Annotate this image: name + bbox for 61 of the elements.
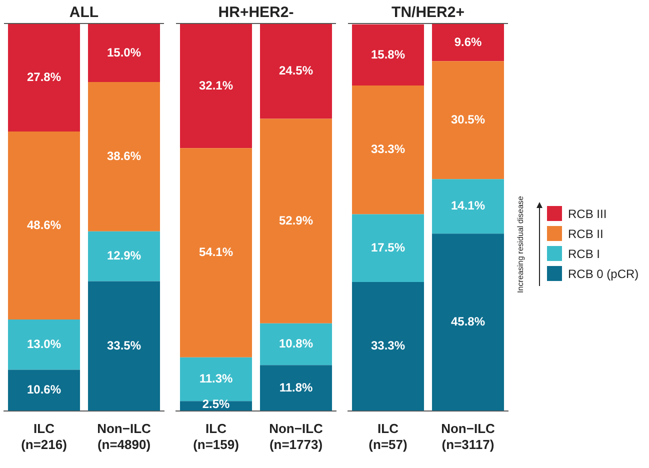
bar — [88, 231, 160, 282]
x-tick-label: ILC (n=216) — [21, 421, 67, 452]
bar — [180, 24, 252, 148]
data-label: 52.9% — [278, 213, 314, 228]
bar — [8, 24, 80, 132]
bar — [180, 148, 252, 358]
x-tick-label: Non−ILC (n=4890) — [97, 421, 152, 452]
data-label: 2.5% — [202, 397, 230, 412]
x-tick-label: Non−ILC (n=1773) — [269, 421, 324, 452]
chart-title: HR+HER2- — [176, 4, 336, 24]
data-label: 13.0% — [26, 336, 62, 351]
data-label: 10.8% — [278, 336, 314, 351]
data-label: 24.5% — [278, 64, 314, 78]
data-label: 30.5% — [450, 112, 486, 126]
bar — [432, 61, 504, 180]
bar — [88, 281, 160, 411]
bar — [88, 24, 160, 82]
legend-label: RCB II — [568, 226, 604, 241]
data-label: 54.1% — [198, 245, 234, 260]
bar — [88, 82, 160, 232]
bar — [260, 323, 332, 366]
data-label: 11.8% — [279, 380, 314, 394]
bar — [8, 320, 80, 370]
chart-title: ALL — [4, 4, 164, 24]
bar — [432, 179, 504, 234]
data-label: 38.6% — [106, 148, 142, 163]
bar — [8, 132, 80, 320]
legend-label: RCB I — [568, 246, 600, 261]
bar — [260, 365, 332, 411]
data-label: 45.8% — [450, 314, 486, 329]
data-label: 33.3% — [370, 142, 406, 156]
data-label: 14.1% — [450, 198, 486, 213]
bar — [432, 234, 504, 411]
data-label: 48.6% — [26, 218, 62, 232]
bar — [260, 24, 332, 119]
data-label: 9.6% — [454, 34, 482, 49]
data-label: 33.3% — [370, 338, 406, 353]
x-tick-label: ILC (n=57) — [368, 421, 408, 452]
x-tick-label: Non−ILC (n=3117) — [441, 421, 496, 452]
data-label: 17.5% — [370, 240, 406, 254]
data-label: 33.5% — [106, 338, 142, 352]
legend-label: RCB III — [568, 206, 607, 221]
data-label: 15.8% — [370, 47, 406, 62]
bar — [432, 24, 504, 62]
bar — [352, 86, 424, 214]
text: Increasing residual disease — [516, 196, 526, 292]
bar — [260, 118, 332, 324]
data-label: 10.6% — [26, 382, 62, 397]
x-tick-label: ILC (n=159) — [193, 421, 239, 452]
bar — [352, 282, 424, 411]
data-label: 27.8% — [26, 70, 62, 84]
data-label: 12.9% — [106, 248, 142, 263]
bar — [8, 370, 80, 411]
bar — [352, 214, 424, 282]
data-label: 32.1% — [198, 78, 234, 92]
bar — [352, 24, 424, 86]
data-label: 11.3% — [199, 372, 234, 386]
bar — [180, 357, 252, 402]
legend-label: RCB 0 (pCR) — [568, 266, 639, 281]
chart-title: TN/HER2+ — [348, 4, 508, 24]
data-label: 15.0% — [106, 45, 142, 60]
